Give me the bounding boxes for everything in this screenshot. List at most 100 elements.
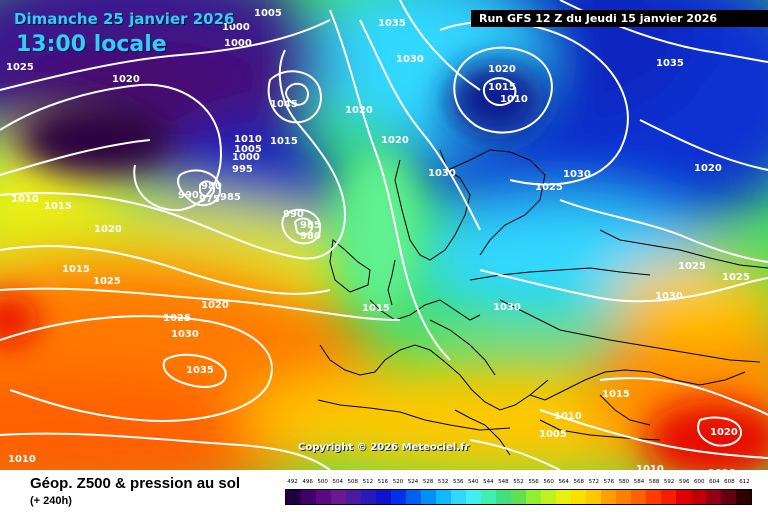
legend-swatch [361,490,376,504]
isobar-label: 1010 [554,411,582,422]
legend-swatch [286,490,301,504]
legend-swatch [451,490,466,504]
legend-swatch [496,490,511,504]
legend-tick-label: 580 [618,479,630,485]
isobar-label: 985 [220,192,241,203]
copyright-notice: Copyright © 2026 Meteociel.fr [298,442,470,453]
isobar-label: 1000 [222,22,250,33]
isobar-label: 1035 [378,18,406,29]
legend-swatch [466,490,481,504]
isobar-label: 1030 [493,302,521,313]
legend-swatch [691,490,706,504]
legend-tick-label: 544 [483,479,494,485]
isobar-label: 985 [300,220,321,231]
legend-swatch [391,490,406,504]
isobar-label: 1045 [270,99,298,110]
legend-tick-label: 596 [678,479,690,485]
legend-swatch [376,490,391,504]
isobar-label: 1015 [270,136,298,147]
legend-swatch [676,490,691,504]
isobar-label: 1025 [722,272,750,283]
legend-swatch [406,490,421,504]
legend-tick-label: 588 [648,479,660,485]
isobar-label: 1010 [11,194,39,205]
legend-tick-label: 548 [498,479,509,485]
legend-tick-label: 592 [663,479,675,485]
legend-swatch [736,490,751,504]
legend-tick-label: 576 [603,479,615,485]
isobar-label: 990 [178,190,199,201]
model-run-label: Run GFS 12 Z du Jeudi 15 janvier 2026 [471,10,768,27]
isobar-label: 975 [199,194,220,205]
legend-tick-label: 584 [633,479,645,485]
legend-tick-label: 556 [528,479,539,485]
isobar-label: 1015 [44,201,72,212]
legend-tick-label: 528 [422,479,434,485]
isobar-label: 1020 [694,163,722,174]
isobar-label: 980 [300,231,321,242]
isobar-label: 1030 [563,169,591,180]
legend-swatch [541,490,556,504]
legend-swatch [721,490,736,504]
legend-tick-label: 552 [513,479,524,485]
legend-swatch [616,490,631,504]
legend-tick-label: 492 [287,479,298,485]
isobar-label: 1020 [710,427,738,438]
legend-tick-label: 532 [437,479,449,485]
legend-swatch [631,490,646,504]
weather-map: 1005 1000 1035 1025 1020 1000 1030 1020 1035 1015… [0,0,768,470]
isobar-label: 1000 [232,152,260,163]
legend-tick-label: 508 [347,479,359,485]
isobar-label: 1000 [224,38,252,49]
isobars [0,0,768,470]
legend-tick-label: 604 [709,479,720,485]
isobar-label: 1005 [234,144,262,155]
legend-tick-label: 524 [407,479,419,485]
field-title: Géop. Z500 & pression au sol [30,475,241,492]
isobar-label: 1035 [186,365,214,376]
isobar-label: 1025 [678,261,706,272]
isobar-label: 1035 [656,58,684,69]
legend-swatch [481,490,496,504]
isobar-label: 1005 [539,429,567,440]
legend-tick-label: 560 [543,479,554,485]
lead-time: (+ 240h) [30,495,72,507]
legend-tick-label: 500 [317,479,328,485]
legend-tick-label: 520 [392,479,404,485]
legend-tick-label: 612 [739,479,750,485]
legend-swatch [511,490,526,504]
legend-swatch [601,490,616,504]
color-scale-legend: 492 496 500 504 508 512 516 520 524 528 532 536 540 5… [285,479,752,508]
isobar-label: 1015 [62,264,90,275]
legend-tick-label: 496 [302,479,313,485]
legend-tick-label: 516 [377,479,389,485]
isobar-label: 1030 [396,54,424,65]
isobar-label: 1010 [636,464,664,470]
isobar-label: 1020 [488,64,516,75]
isobar-label: 1010 [8,454,36,465]
legend-tick-label: 568 [573,479,585,485]
isobar-label: 1015 [488,82,516,93]
isobar-label: 1015 [602,389,630,400]
legend-swatch [421,490,436,504]
isobar-label: 1030 [171,329,199,340]
legend-swatch [586,490,601,504]
isobar-label: 1030 [655,291,683,302]
legend-swatch [706,490,721,504]
legend-tick-label: 536 [452,479,464,485]
isobar-label: 1020 [345,105,373,116]
legend-tick-label: 572 [588,479,600,485]
legend-tick-label: 608 [724,479,735,485]
legend-swatch [436,490,451,504]
isobar-label: 980 [201,181,222,192]
isobar-label: 995 [232,164,253,175]
isobar-label: 1025 [93,276,121,287]
legend-tick-label: 600 [694,479,705,485]
legend-swatch [556,490,571,504]
legend-swatch [346,490,361,504]
legend-tick-label: 504 [332,479,343,485]
legend-swatch [316,490,331,504]
legend-swatch [301,490,316,504]
